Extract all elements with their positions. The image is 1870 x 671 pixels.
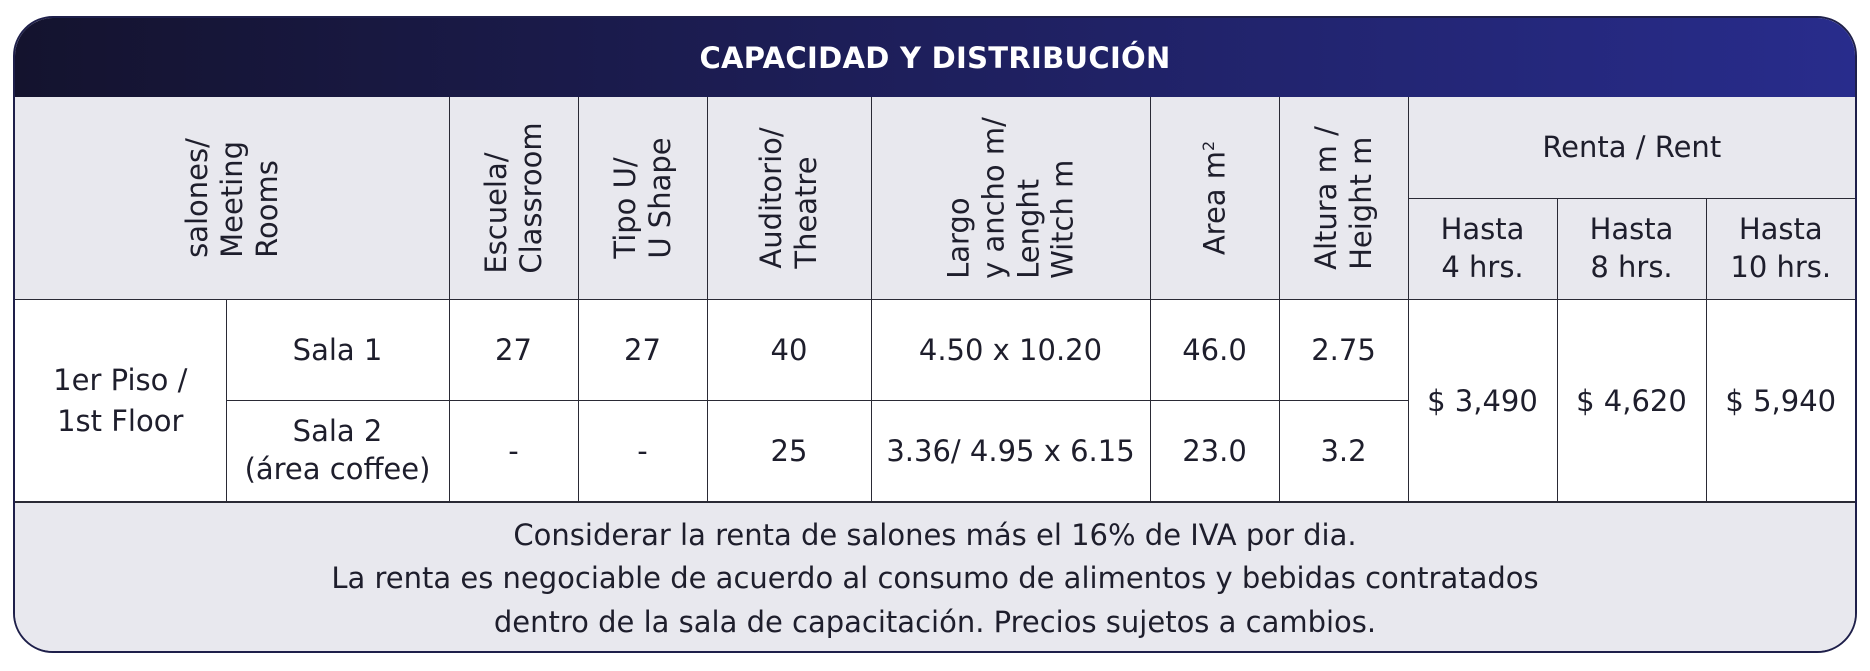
header-auditorio: Auditorio/ Theatre <box>706 97 872 300</box>
header-largo-ancho: Largo y ancho m/ Lenght Witch m <box>870 97 1151 300</box>
header-tipo-u: Tipo U/ U Shape <box>577 97 708 300</box>
escuela-value: 27 <box>448 299 579 401</box>
room-name: Sala 2 (área coffee) <box>226 400 450 502</box>
area-value: 23.0 <box>1149 400 1280 502</box>
capacity-table-card: CAPACIDAD Y DISTRIBUCIÓN salones/ Meetin… <box>13 16 1857 653</box>
note-line: Considerar la renta de salones más el 16… <box>513 517 1357 552</box>
price-10h: $ 5,940 <box>1705 299 1855 502</box>
note-line: La renta es negociable de acuerdo al con… <box>331 561 1539 596</box>
area-value: 46.0 <box>1149 299 1280 401</box>
footer-notes: Considerar la renta de salones más el 16… <box>15 502 1855 651</box>
altura-value: 3.2 <box>1278 400 1408 502</box>
capacity-table: salones/ Meeting Rooms Escuela/ Classroo… <box>15 97 1855 502</box>
header-hasta-4: Hasta 4 hrs. <box>1408 197 1558 301</box>
room-name: Sala 1 <box>225 299 450 401</box>
header-altura: Altura m / Height m <box>1278 97 1409 300</box>
header-hasta-8: Hasta 8 hrs. <box>1556 197 1707 301</box>
dims-value: 3.36/ 4.95 x 6.15 <box>870 400 1151 502</box>
price-4h: $ 3,490 <box>1407 299 1558 502</box>
tipo-u-value: - <box>577 400 708 502</box>
header-hasta-10: Hasta 10 hrs. <box>1705 197 1855 301</box>
dims-value: 4.50 x 10.20 <box>870 299 1151 401</box>
price-8h: $ 4,620 <box>1556 299 1707 502</box>
header-escuela: Escuela/ Classroom <box>448 97 579 300</box>
note-line: dentro de la sala de capacitación. Preci… <box>493 604 1377 639</box>
header-area: Area m2 <box>1149 97 1280 300</box>
altura-value: 2.75 <box>1278 299 1409 401</box>
auditorio-value: 40 <box>706 299 872 401</box>
table-row: 1er Piso / 1st Floor Sala 1 27 27 40 4.5… <box>15 299 1855 502</box>
floor-cell: 1er Piso / 1st Floor <box>15 299 227 502</box>
auditorio-value: 25 <box>706 400 872 502</box>
header-salones: salones/ Meeting Rooms <box>15 97 450 300</box>
header-renta: Renta / Rent <box>1407 97 1855 199</box>
table-title: CAPACIDAD Y DISTRIBUCIÓN <box>15 18 1855 97</box>
escuela-value: - <box>448 400 579 502</box>
table-row: Sala 2 (área coffee) - - 25 3.36/ 4.95 x… <box>15 400 1855 502</box>
tipo-u-value: 27 <box>577 299 708 401</box>
